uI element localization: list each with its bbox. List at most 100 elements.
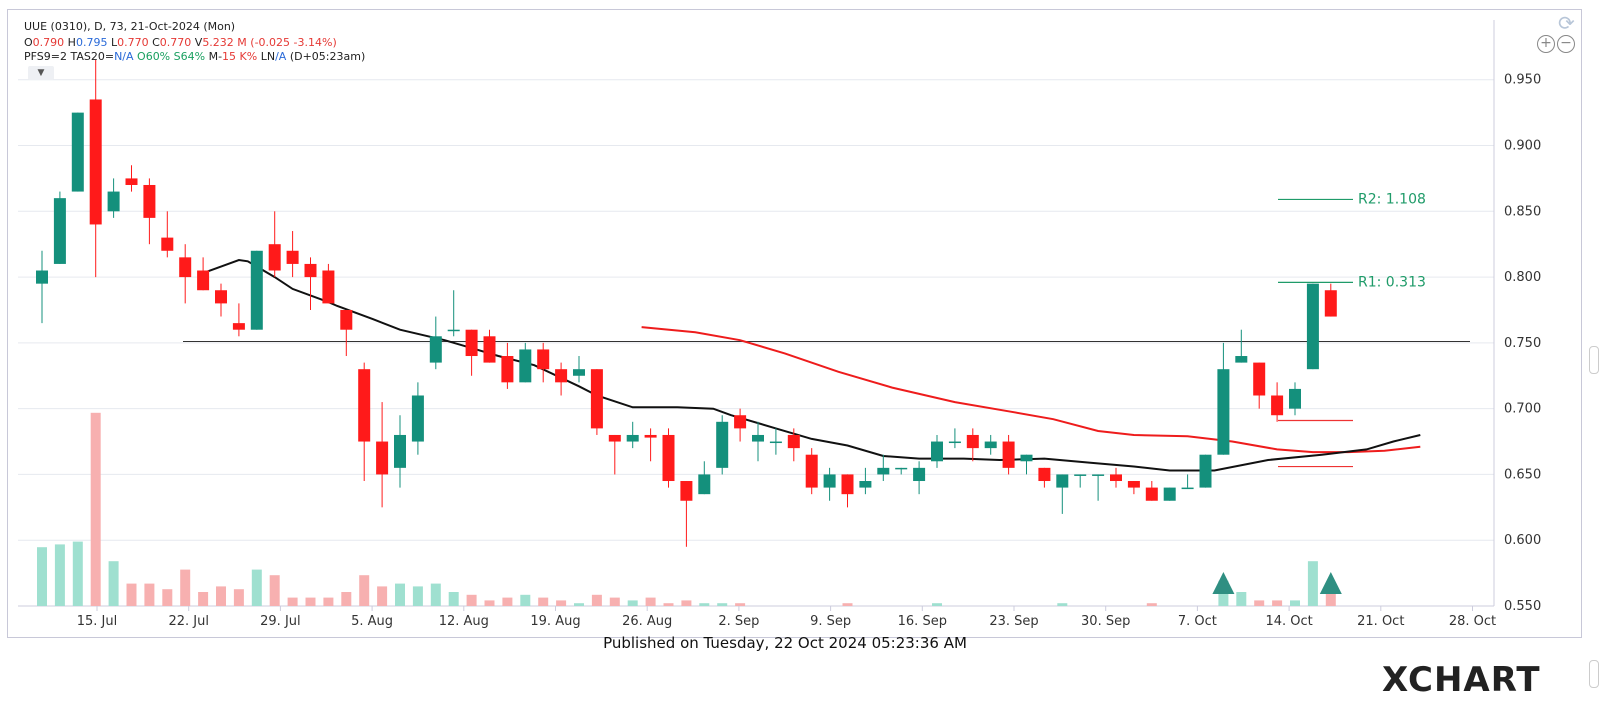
volume-bar xyxy=(609,597,620,606)
volume-bar xyxy=(54,544,65,606)
volume-bar xyxy=(37,547,47,606)
zoom-in-icon[interactable]: + xyxy=(1537,35,1555,53)
volume-bar xyxy=(1057,603,1068,606)
candle-body xyxy=(161,237,174,251)
candle-body xyxy=(1289,388,1301,409)
candle-body xyxy=(1127,481,1140,488)
y-tick-label: 0.800 xyxy=(1504,270,1541,285)
candle-body xyxy=(250,250,263,330)
candle-body xyxy=(268,244,281,271)
ln-value: /A xyxy=(275,50,287,63)
volume-bar xyxy=(645,597,656,606)
volume-bar xyxy=(466,594,477,606)
candle-body xyxy=(913,467,926,482)
refresh-icon[interactable]: ⟳ xyxy=(1558,11,1575,35)
candle-body xyxy=(1306,283,1319,370)
volume-bar xyxy=(108,561,119,606)
volume-bar xyxy=(269,575,280,606)
volume-bar xyxy=(126,583,137,606)
volume-bar xyxy=(233,589,244,606)
candle-body xyxy=(823,474,836,488)
candle-body xyxy=(966,434,979,449)
tas-label: TAS20= xyxy=(70,50,115,63)
candle-body xyxy=(1217,369,1230,455)
candle-body xyxy=(573,369,585,376)
volume-bar xyxy=(681,600,692,606)
ohlc-line: O0.790 H0.795 L0.770 C0.770 V5.232 M (-0… xyxy=(24,36,337,49)
y-tick-label: 0.900 xyxy=(1504,139,1541,154)
candle-body xyxy=(680,481,693,501)
volume-bar xyxy=(251,569,262,606)
volume-signal-icon xyxy=(1212,572,1235,594)
x-tick-label: 28. Oct xyxy=(1449,614,1496,629)
tas-value: N/A xyxy=(114,50,134,63)
candle-body xyxy=(125,178,138,185)
candle-body xyxy=(698,474,711,495)
y-tick-label: 0.550 xyxy=(1504,599,1541,614)
volume-bar xyxy=(305,597,316,606)
volume-bar xyxy=(216,586,226,606)
volume-signal-icon xyxy=(1319,572,1342,594)
volume-value: 5.232 M xyxy=(202,36,247,49)
candle-body xyxy=(787,434,800,449)
ma-black-line xyxy=(202,258,1421,472)
zoom-out-icon[interactable]: − xyxy=(1557,35,1575,53)
candle-body xyxy=(895,467,908,470)
candle-body xyxy=(143,184,156,218)
volume-bar xyxy=(377,586,388,606)
volume-bar xyxy=(448,592,459,606)
side-drag-handle[interactable] xyxy=(1589,346,1599,374)
time-value: (D+05:23am) xyxy=(289,50,366,63)
volume-bar xyxy=(144,583,155,606)
candle-body xyxy=(948,441,961,444)
candle-body xyxy=(1163,487,1176,501)
volume-bar xyxy=(359,575,370,606)
candle-body xyxy=(734,415,747,429)
candle-body xyxy=(53,198,66,264)
open-value: 0.790 xyxy=(32,36,65,49)
s-pct: S64% xyxy=(173,50,206,63)
candle-body xyxy=(304,263,317,278)
candle-body xyxy=(429,336,442,363)
candle-body xyxy=(1199,454,1212,488)
candle-body xyxy=(608,434,621,442)
candle-body xyxy=(215,290,227,304)
x-tick-label: 14. Oct xyxy=(1265,614,1312,629)
candle-body xyxy=(1145,487,1158,501)
volume-bar xyxy=(663,603,674,606)
candle-body xyxy=(447,329,460,332)
volume-bar xyxy=(412,586,423,606)
volume-bar xyxy=(502,597,513,606)
volume-bar xyxy=(323,597,334,606)
candle-body xyxy=(1074,474,1087,476)
candle-body xyxy=(36,270,48,284)
x-tick-label: 15. Jul xyxy=(77,614,118,629)
price-chart: 0.550 0.600 0.650 0.700 0.750 0.800 0.850 0.900… xyxy=(18,20,1541,629)
y-tick-label: 0.950 xyxy=(1504,73,1541,88)
candle-body xyxy=(232,323,245,330)
candle-body xyxy=(501,356,514,383)
candle-body xyxy=(411,395,424,442)
volume-bar xyxy=(287,597,298,606)
volume-bar xyxy=(341,592,352,606)
candle-body xyxy=(931,441,943,462)
volume-bar xyxy=(717,603,728,606)
candle-body xyxy=(179,257,192,278)
ma-red-line xyxy=(641,326,1421,454)
candle-body xyxy=(71,112,84,192)
volume-bar xyxy=(90,412,101,606)
x-tick-label: 9. Sep xyxy=(810,614,851,629)
volume-bar xyxy=(699,603,710,606)
volume-bar xyxy=(932,603,942,606)
bottom-drag-handle[interactable] xyxy=(1589,660,1599,688)
candle-body xyxy=(1002,441,1015,468)
candle-body xyxy=(716,421,729,468)
ln-label: LN xyxy=(260,50,276,63)
caret-down-icon[interactable]: ▼ xyxy=(28,66,54,80)
candle-body xyxy=(1271,395,1284,416)
low-value: 0.770 xyxy=(117,36,149,49)
x-tick-label: 12. Aug xyxy=(439,614,489,629)
volume-bar xyxy=(1325,583,1336,606)
volume-bar xyxy=(735,603,746,606)
indicator-line: PFS9=2 TAS20=N/A O60% S64% M-15 K% LN/A … xyxy=(24,50,365,63)
